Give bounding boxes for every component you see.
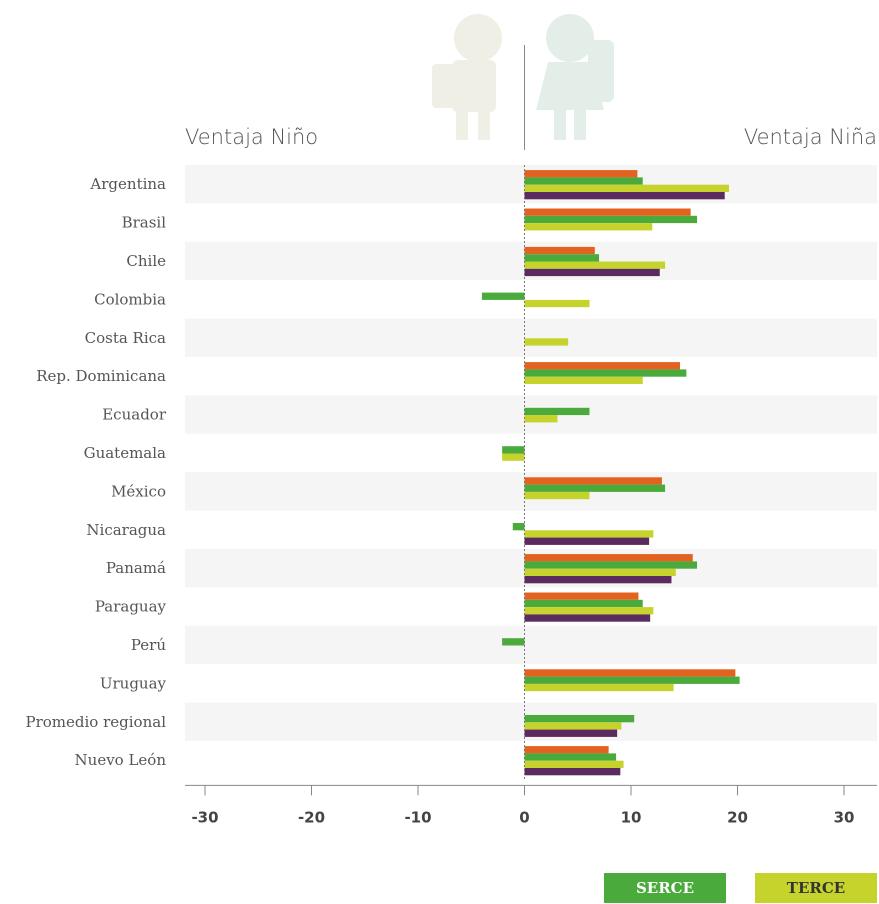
category-label: Nicaragua (86, 521, 166, 539)
bar (524, 729, 618, 737)
bar (524, 415, 558, 423)
bar (524, 254, 600, 262)
bar (524, 299, 590, 308)
category-label: Chile (126, 252, 166, 270)
bar (524, 215, 698, 224)
bar (524, 491, 590, 500)
bar (524, 715, 635, 723)
x-tick-label: 10 (621, 808, 642, 826)
bar (502, 638, 525, 646)
category-label: Colombia (94, 290, 166, 308)
x-tick-label: 30 (834, 808, 855, 826)
x-tick-label: -20 (298, 808, 325, 826)
bar (524, 170, 638, 178)
right-side-label: Ventaja Niña (744, 125, 877, 149)
legend-terce: TERCE (755, 873, 877, 903)
category-label: Rep. Dominicana (36, 367, 166, 385)
category-label: Promedio regional (26, 713, 167, 731)
category-label: Brasil (122, 214, 167, 232)
bar (524, 223, 653, 231)
x-tick-label: -30 (191, 808, 218, 826)
bar (502, 446, 525, 454)
left-side-label: Ventaja Niño (185, 125, 318, 149)
bar (524, 760, 624, 768)
category-label: Guatemala (84, 444, 166, 462)
bar (524, 177, 643, 185)
boy-icon (432, 14, 502, 140)
bar (524, 376, 643, 384)
category-label: Ecuador (102, 406, 167, 424)
bar (524, 568, 676, 576)
bar (524, 592, 639, 600)
bar (524, 261, 666, 269)
bar (524, 192, 725, 200)
bar (524, 246, 595, 255)
bar (481, 292, 525, 300)
row-band (185, 318, 877, 357)
bar (524, 537, 650, 545)
bar (524, 746, 609, 754)
bar (524, 184, 729, 192)
bar (524, 683, 674, 692)
bar (524, 669, 736, 677)
bar (524, 407, 590, 416)
bar (524, 554, 693, 562)
bar (524, 607, 654, 615)
bar (524, 561, 698, 569)
bar (524, 768, 621, 776)
category-labels: Argentina Brasil Chile Colombia Costa Rica Re… (26, 175, 167, 769)
bar (524, 599, 643, 608)
legend-serce: SERCE (604, 873, 726, 903)
bar (524, 208, 691, 216)
bars (481, 170, 740, 776)
category-label: Panamá (106, 559, 166, 577)
category-label: Paraguay (95, 598, 167, 616)
bar (512, 523, 525, 531)
category-label: Argentina (89, 175, 166, 193)
bar (524, 753, 617, 761)
bar (524, 530, 654, 538)
children-pictogram (432, 14, 614, 140)
category-label: Perú (131, 636, 166, 654)
bar (524, 614, 651, 622)
girl-icon (536, 14, 614, 140)
x-tick-label: 20 (727, 808, 748, 826)
x-axis: -30 -20 -10 0 10 20 30 (185, 784, 877, 826)
category-label: Costa Rica (85, 329, 166, 347)
bar (524, 484, 666, 492)
x-tick-label: 0 (519, 808, 529, 826)
bar (524, 722, 622, 730)
category-label: Uruguay (100, 674, 167, 692)
bar (502, 453, 525, 461)
bar (524, 268, 660, 277)
category-label: Nuevo León (75, 751, 167, 769)
bar (524, 676, 740, 684)
bar (524, 477, 662, 485)
bar (524, 576, 672, 584)
row-band (185, 625, 877, 665)
bar (524, 338, 569, 346)
bar (524, 362, 680, 370)
category-label: México (111, 482, 166, 500)
x-tick-label: -10 (404, 808, 431, 826)
bar (524, 369, 687, 377)
